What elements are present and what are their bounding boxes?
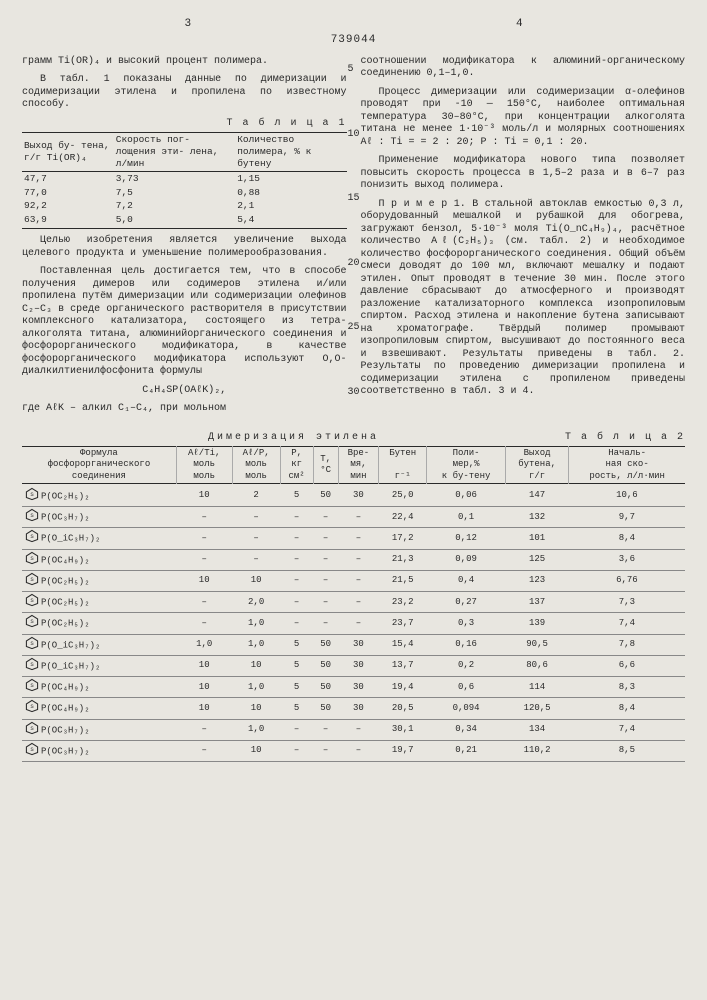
thiophene-icon: S [25, 636, 39, 654]
thiophene-icon: S [25, 657, 39, 675]
right-p4: П р и м е р 1. В стальной автоклав емкос… [361, 199, 686, 399]
left-p3: Целью изобретения является увеличение вы… [22, 235, 347, 260]
svg-text:S: S [30, 618, 34, 625]
t2-col-8: Выходбутена,г/г [505, 447, 568, 484]
table2: ФормулафосфорорганическогосоединенияAℓ/T… [22, 446, 685, 762]
thiophene-icon: S [25, 551, 39, 569]
svg-text:S: S [30, 491, 34, 498]
t2-col-7: Поли-мер,%к бу-тену [427, 447, 506, 484]
t2-col-1: Aℓ/Ti,мольмоль [176, 447, 232, 484]
page-left: 3 [184, 18, 191, 32]
left-p1: грамм Ti(OR)₄ и высокий процент полимера… [22, 56, 347, 69]
left-column: грамм Ti(OR)₄ и высокий процент полимера… [22, 56, 347, 422]
svg-text:S: S [30, 703, 34, 710]
thiophene-icon: S [25, 572, 39, 590]
thiophene-icon: S [25, 742, 39, 760]
t2-col-5: Вре-мя,мин [338, 447, 378, 484]
t2-col-3: P,кгсм² [280, 447, 313, 484]
svg-text:S: S [30, 661, 34, 668]
svg-text:S: S [30, 533, 34, 540]
t1-h1: Скорость пог- лощения эти- лена, л/мин [114, 133, 235, 172]
right-p2: Процесс димеризации или содимеризации α-… [361, 87, 686, 150]
t2-caption-right: Т а б л и ц а 2 [565, 432, 685, 445]
svg-text:S: S [30, 725, 34, 732]
t2-col-0: Формулафосфорорганическогосоединения [22, 447, 176, 484]
t2-col-2: Aℓ/P,мольмоль [232, 447, 280, 484]
svg-text:S: S [30, 746, 34, 753]
svg-text:S: S [30, 597, 34, 604]
right-column: соотношении модификатора к алюминий-орга… [361, 56, 686, 422]
t2-col-4: T,°С [313, 447, 338, 484]
svg-text:S: S [30, 512, 34, 519]
thiophene-icon: S [25, 593, 39, 611]
left-p4: Поставленная цель достигается тем, что в… [22, 266, 347, 379]
svg-text:S: S [30, 555, 34, 562]
table1-title: Т а б л и ц а 1 [22, 118, 347, 131]
svg-text:S: S [30, 640, 34, 647]
thiophene-icon: S [25, 487, 39, 505]
t2-col-6: Бутенг⁻¹ [379, 447, 427, 484]
thiophene-icon: S [25, 614, 39, 632]
thiophene-icon: S [25, 721, 39, 739]
page-right: 4 [516, 18, 523, 32]
t1-h0: Выход бу- тена, г/г Ti(OR)₄ [22, 133, 114, 172]
left-p5: где AℓK – алкил C₁–C₄, при мольном [22, 403, 347, 416]
table1: Выход бу- тена, г/г Ti(OR)₄ Скорость пог… [22, 132, 347, 229]
svg-text:S: S [30, 682, 34, 689]
table2-section: Димеризация этилена Т а б л и ц а 2 Форм… [22, 432, 685, 763]
t2-caption-center: Димеризация этилена [22, 432, 565, 445]
thiophene-icon: S [25, 529, 39, 547]
thiophene-icon: S [25, 678, 39, 696]
right-p1: соотношении модификатора к алюминий-орга… [361, 56, 686, 81]
page-numbers: 3 4 [22, 18, 685, 32]
left-p2: В табл. 1 показаны данные по димеризации… [22, 74, 347, 112]
svg-text:S: S [30, 576, 34, 583]
right-p3: Применение модификатора нового типа позв… [361, 155, 686, 193]
t2-col-9: Началь-ная ско-рость, л/л·мин [569, 447, 685, 484]
line-markers: 5 10 15 20 25 30 [347, 64, 359, 451]
t1-h2: Количество полимера, % к бутену [235, 133, 346, 172]
thiophene-icon: S [25, 508, 39, 526]
thiophene-icon: S [25, 699, 39, 717]
formula: C₄H₄SP(OAℓK)₂, [22, 385, 347, 398]
doc-number: 739044 [22, 34, 685, 48]
